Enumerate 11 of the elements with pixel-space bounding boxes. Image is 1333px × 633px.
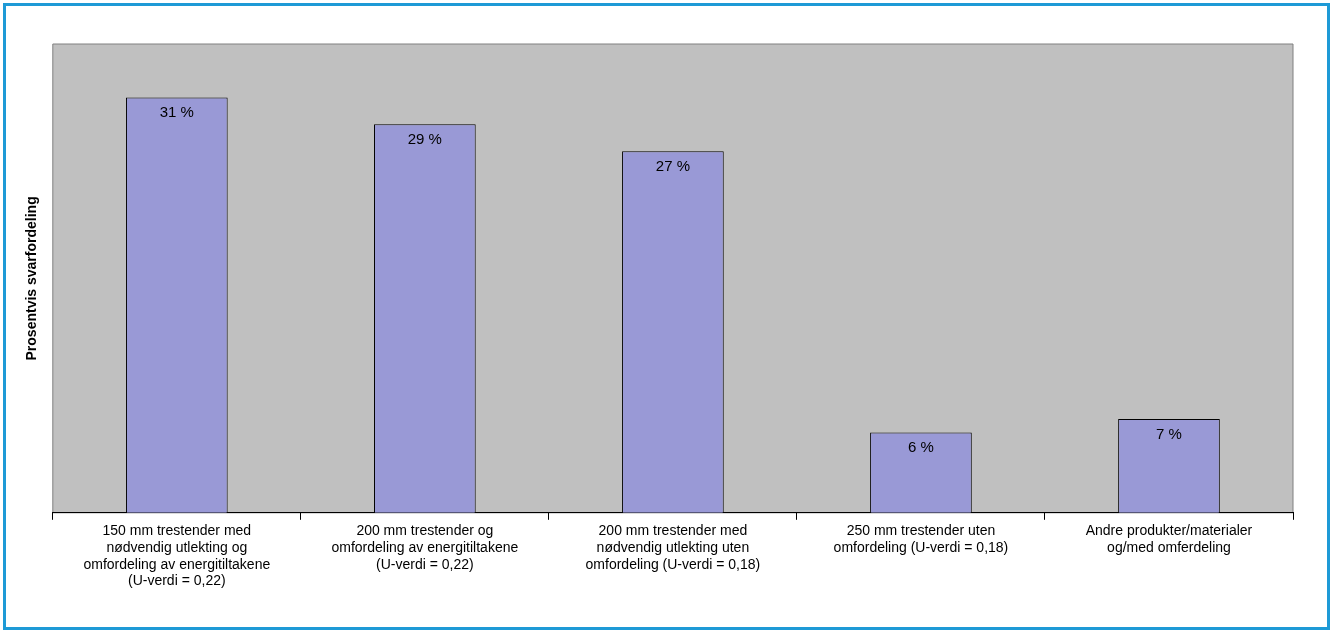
- y-axis-title: Prosentvis svarfordeling: [23, 196, 40, 361]
- data-label: 31 %: [159, 103, 194, 121]
- x-tick-label: Andre produkter/materialer og/med omferdeling: [1085, 522, 1253, 555]
- data-label: 29 %: [407, 130, 442, 148]
- data-label: 6 %: [908, 438, 934, 456]
- x-tick-label: 200 mm trestender og omfordeling av energitiltakene (U-verdi = 0,22): [331, 522, 519, 572]
- x-tick-label: 200 mm trestender med nødvendig utlekting uten omfordeling (U-verdi = 0,18): [585, 522, 761, 572]
- x-tick-label: 150 mm trestender med nødvendig utlekting og omfordeling av energitiltakene (U-verdi = 0,22): [83, 522, 271, 589]
- data-label: 27 %: [655, 156, 690, 174]
- x-tick-label: 250 mm trestender uten omfordeling (U-verdi = 0,18): [833, 522, 1009, 555]
- data-label: 7 %: [1156, 424, 1182, 442]
